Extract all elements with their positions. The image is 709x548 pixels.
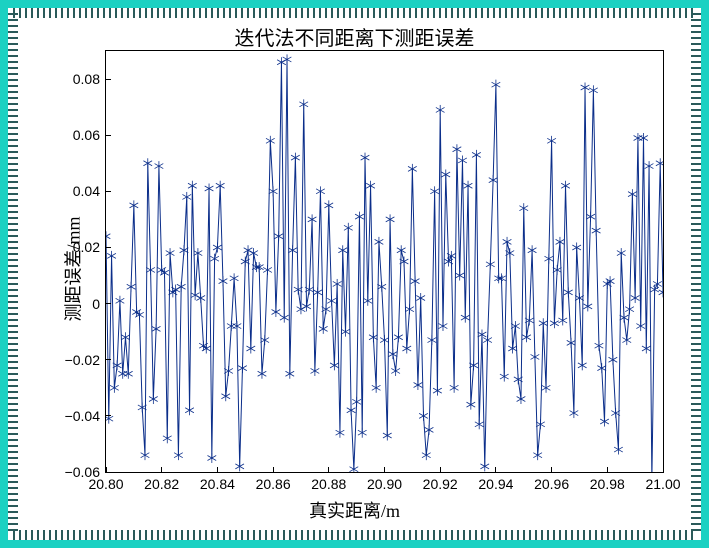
plot-area: −0.06−0.04−0.0200.020.040.060.0820.8020.… bbox=[105, 50, 664, 473]
y-tick bbox=[106, 135, 111, 136]
x-tick-label: 20.98 bbox=[590, 472, 625, 492]
x-tick-label: 20.86 bbox=[256, 472, 291, 492]
x-tick-label: 20.92 bbox=[423, 472, 458, 492]
y-tick bbox=[106, 79, 111, 80]
x-tick-label: 20.80 bbox=[88, 472, 123, 492]
y-tick bbox=[106, 415, 111, 416]
x-tick-label: 21.00 bbox=[645, 472, 680, 492]
y-tick bbox=[106, 303, 111, 304]
x-axis-label: 真实距离/m bbox=[30, 497, 679, 523]
y-tick bbox=[106, 359, 111, 360]
y-axis-label: 测距误差/mm bbox=[60, 216, 86, 321]
y-tick-label: −0.02 bbox=[65, 352, 106, 368]
chart-title: 迭代法不同距离下测距误差 bbox=[30, 22, 679, 51]
y-tick-label: 0.06 bbox=[73, 127, 106, 143]
y-tick-label: 0.02 bbox=[73, 239, 106, 255]
x-tick-label: 20.96 bbox=[534, 472, 569, 492]
y-tick-label: −0.04 bbox=[65, 408, 106, 424]
x-tick-label: 20.90 bbox=[367, 472, 402, 492]
y-tick-label: 0 bbox=[92, 296, 106, 312]
y-tick bbox=[106, 191, 111, 192]
x-tick-label: 20.84 bbox=[200, 472, 235, 492]
chart-container: 迭代法不同距离下测距误差 测距误差/mm 真实距离/m −0.06−0.04−0… bbox=[30, 20, 679, 518]
x-tick-label: 20.82 bbox=[144, 472, 179, 492]
x-tick-label: 20.94 bbox=[478, 472, 513, 492]
y-tick-label: 0.08 bbox=[73, 71, 106, 87]
y-tick-label: 0.04 bbox=[73, 183, 106, 199]
line-series bbox=[106, 51, 663, 472]
x-tick-label: 20.88 bbox=[311, 472, 346, 492]
y-tick bbox=[106, 247, 111, 248]
